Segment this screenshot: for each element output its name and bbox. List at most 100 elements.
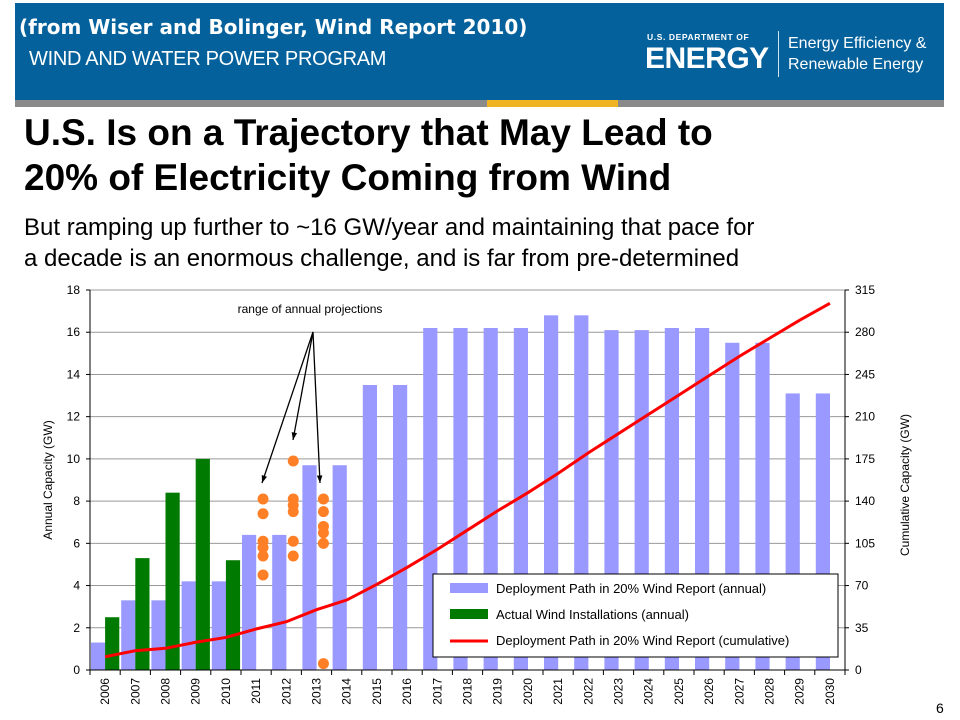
y-axis-label: Annual Capacity (GW) [41, 420, 55, 539]
x-tick-label: 2023 [612, 678, 626, 705]
y-tick-label: 14 [67, 367, 81, 381]
y-tick-label: 12 [67, 410, 81, 424]
y2-tick-label: 140 [855, 494, 875, 508]
y-tick-label: 0 [73, 663, 80, 677]
projection-point [317, 493, 329, 505]
annotation-arrow [312, 331, 321, 484]
doe-logo-small-text: U.S. DEPARTMENT OF [647, 32, 750, 42]
projection-point [317, 537, 329, 549]
slide-subtitle: But ramping up further to ~16 GW/year an… [24, 212, 754, 274]
arrow-head [291, 432, 298, 440]
legend-label: Deployment Path in 20% Wind Report (cumu… [496, 633, 789, 648]
y-tick-label: 10 [67, 452, 81, 466]
office-line-1: Energy Efficiency & [788, 35, 927, 52]
x-tick-label: 2027 [732, 678, 746, 705]
x-tick-label: 2011 [249, 678, 263, 704]
legend-swatch [450, 609, 488, 619]
x-tick-label: 2018 [461, 678, 475, 705]
projection-point [317, 658, 329, 670]
x-tick-label: 2015 [370, 678, 384, 705]
cumulative-line [104, 301, 831, 659]
arrow-head [261, 475, 268, 483]
actual-installation-bar [195, 458, 210, 670]
y2-tick-label: 70 [855, 579, 869, 593]
actual-installation-bar [225, 560, 241, 670]
annotation-label: range of annual projections [238, 302, 383, 316]
y2-tick-label: 280 [855, 325, 875, 339]
y2-tick-label: 315 [855, 283, 875, 297]
y2-tick-label: 210 [855, 410, 875, 424]
deployment-annual-bar [181, 581, 196, 670]
y-tick-label: 16 [67, 325, 81, 339]
x-tick-label: 2019 [491, 678, 505, 705]
x-tick-label: 2030 [823, 678, 837, 705]
stripe-accent [487, 100, 618, 107]
x-tick-label: 2021 [551, 678, 565, 705]
x-tick-label: 2016 [400, 678, 414, 705]
header-stripe [15, 100, 944, 107]
source-note: (from Wiser and Bolinger, Wind Report 20… [19, 15, 528, 39]
projection-point [287, 455, 299, 467]
projection-point [317, 506, 329, 518]
y-tick-label: 18 [67, 283, 81, 297]
deployment-annual-bar [272, 534, 287, 670]
logo-divider [778, 31, 779, 77]
slide-title: U.S. Is on a Trajectory that May Lead to… [24, 110, 713, 200]
actual-installation-bar [135, 558, 150, 670]
x-tick-label: 2009 [189, 678, 203, 705]
office-line-2: Renewable Energy [788, 56, 924, 73]
projection-point [287, 550, 299, 562]
header-bar: (from Wiser and Bolinger, Wind Report 20… [15, 3, 944, 100]
deployment-annual-bar [91, 642, 106, 670]
actual-installation-bar [105, 617, 120, 670]
x-tick-label: 2025 [672, 678, 686, 705]
title-line-2: 20% of Electricity Coming from Wind [24, 157, 672, 198]
legend-swatch [450, 583, 488, 593]
projection-point [287, 506, 299, 518]
x-tick-label: 2008 [159, 678, 173, 705]
legend-box [432, 573, 839, 658]
actual-installation-bar [165, 492, 180, 670]
y-tick-label: 4 [73, 579, 80, 593]
projection-point [257, 493, 269, 505]
deployment-annual-bar [302, 465, 317, 670]
legend-label: Actual Wind Installations (annual) [496, 607, 689, 622]
deployment-annual-bar [332, 465, 347, 670]
y2-tick-label: 105 [855, 536, 875, 550]
x-tick-label: 2014 [340, 678, 354, 705]
subtitle-line-1: But ramping up further to ~16 GW/year an… [24, 214, 755, 241]
x-tick-label: 2020 [521, 678, 535, 705]
subtitle-line-2: a decade is an enormous challenge, and i… [24, 245, 740, 272]
x-tick-label: 2010 [219, 678, 233, 705]
deployment-annual-bar [393, 385, 408, 670]
projection-point [257, 569, 269, 581]
deployment-annual-bar [121, 600, 136, 670]
legend-label: Deployment Path in 20% Wind Report (annu… [496, 581, 766, 596]
page-number: 6 [936, 700, 944, 716]
projection-point [317, 527, 329, 539]
deployment-annual-bar [242, 534, 257, 670]
annotation-arrow [261, 331, 314, 484]
deployment-annual-bar [151, 600, 166, 670]
projection-point [257, 508, 269, 520]
x-tick-label: 2006 [98, 678, 112, 705]
y2-tick-label: 175 [855, 452, 875, 466]
projection-point [257, 542, 269, 554]
y2-tick-label: 35 [855, 621, 869, 635]
program-name: WIND AND WATER POWER PROGRAM [29, 48, 387, 70]
annotation-arrow [292, 331, 314, 441]
doe-logo: ENERGY [645, 42, 769, 75]
x-tick-label: 2017 [430, 678, 444, 705]
deployment-annual-bar [362, 385, 377, 670]
y2-tick-label: 245 [855, 367, 875, 381]
projection-point [257, 550, 269, 562]
x-tick-label: 2024 [642, 678, 656, 705]
y-tick-label: 8 [73, 494, 80, 508]
x-tick-label: 2029 [793, 678, 807, 705]
x-tick-label: 2012 [279, 678, 293, 705]
title-line-1: U.S. Is on a Trajectory that May Lead to [24, 112, 713, 153]
y-tick-label: 6 [73, 536, 80, 550]
y2-tick-label: 0 [855, 663, 862, 677]
deployment-annual-bar [211, 581, 226, 670]
